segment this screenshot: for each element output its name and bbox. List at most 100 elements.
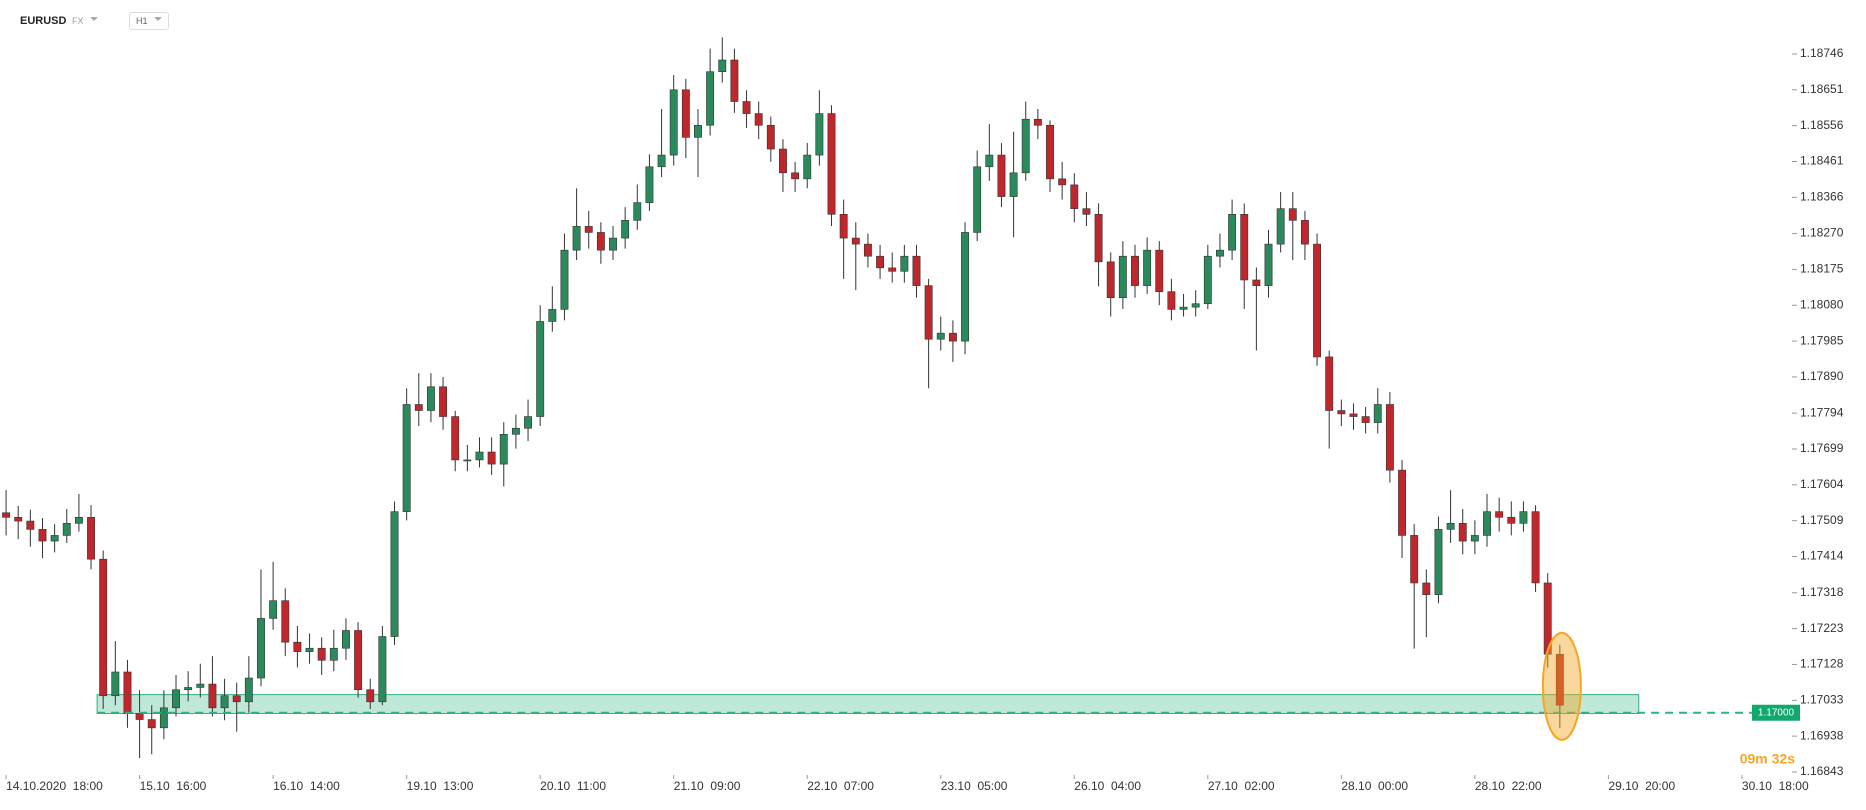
candle-body xyxy=(208,683,217,709)
interval-dropdown[interactable]: H1 xyxy=(129,12,169,30)
candle-body xyxy=(1410,535,1419,584)
candle-body xyxy=(451,416,460,461)
candle-body xyxy=(681,89,690,138)
y-tick-label: 1.18746 xyxy=(1800,46,1844,60)
candle-body xyxy=(439,386,448,417)
candle-body xyxy=(839,214,848,239)
x-tick-label: 30.10 18:00 xyxy=(1742,779,1809,793)
candle-body xyxy=(281,600,290,643)
candle-body xyxy=(1470,535,1479,542)
candle-body xyxy=(232,695,241,703)
candle-body xyxy=(609,237,617,251)
candle-body xyxy=(111,671,120,697)
candle-body xyxy=(596,232,605,251)
candle-body xyxy=(694,124,702,138)
candle-body xyxy=(621,220,630,239)
candle-body xyxy=(1555,653,1564,706)
candle-body xyxy=(1118,255,1127,298)
candle-body xyxy=(851,237,860,245)
candle-body xyxy=(26,520,35,530)
candle-body xyxy=(536,321,545,417)
candle-body xyxy=(1300,220,1309,245)
y-tick-label: 1.17604 xyxy=(1800,477,1844,491)
candle-body xyxy=(257,618,265,679)
candle-body xyxy=(645,166,654,203)
candle-body xyxy=(900,255,909,272)
candle-body xyxy=(766,124,775,150)
y-tick-label: 1.16938 xyxy=(1800,728,1844,742)
candle-body xyxy=(1082,208,1091,215)
candle-body xyxy=(1191,303,1200,308)
x-tick-label: 20.10 11:00 xyxy=(540,779,606,793)
candle-body xyxy=(366,689,375,703)
price-level-label: 1.17000 xyxy=(1758,707,1795,718)
candle-body xyxy=(305,647,314,652)
candle-body xyxy=(1349,413,1358,417)
candle-body xyxy=(730,59,739,102)
countdown: 09m 32s xyxy=(1740,751,1795,767)
candle-body xyxy=(1058,178,1067,186)
candle-body xyxy=(1021,118,1030,174)
candle-body xyxy=(1070,184,1079,209)
candle-body xyxy=(1422,582,1431,595)
candle-body xyxy=(524,416,532,429)
candle-body xyxy=(487,451,496,465)
candle-body xyxy=(1167,291,1176,310)
candle-body xyxy=(1458,523,1467,542)
candle-body xyxy=(1009,172,1018,197)
candle-body xyxy=(38,529,47,542)
candle-body xyxy=(1264,243,1273,286)
candle-body xyxy=(1228,214,1237,251)
candle-body xyxy=(14,516,23,522)
candle-body xyxy=(402,404,411,512)
y-tick-label: 1.17985 xyxy=(1800,333,1844,347)
candle-body xyxy=(973,166,982,233)
candle-body xyxy=(99,558,108,697)
candle-body xyxy=(1216,249,1224,257)
candle-body xyxy=(1543,582,1552,655)
candle-body xyxy=(1131,255,1139,286)
candle-body xyxy=(1373,404,1382,423)
y-tick-label: 1.17223 xyxy=(1800,621,1844,635)
candle-body xyxy=(62,523,71,536)
candle-body xyxy=(184,687,193,691)
candle-body xyxy=(936,332,945,340)
candle-body xyxy=(2,512,11,518)
candle-body xyxy=(475,451,484,461)
candle-body xyxy=(159,707,168,729)
candle-body xyxy=(220,695,229,709)
y-tick-label: 1.18556 xyxy=(1800,118,1844,132)
candle-body xyxy=(548,309,557,322)
candle-body xyxy=(74,516,83,524)
y-tick-label: 1.17794 xyxy=(1800,405,1844,419)
candle-body xyxy=(888,267,897,272)
candle-body xyxy=(1446,523,1455,530)
x-tick-label: 26.10 04:00 xyxy=(1074,779,1141,793)
price-level-box xyxy=(1752,704,1800,721)
candle-body xyxy=(511,427,520,435)
candle-body xyxy=(1361,416,1370,423)
candle-body xyxy=(147,719,156,729)
candle-body xyxy=(426,386,435,411)
symbol[interactable]: EURUSD xyxy=(20,15,67,27)
candle-body xyxy=(329,647,338,661)
candle-body xyxy=(791,172,800,180)
candle-body xyxy=(1033,118,1042,126)
y-tick-label: 1.17414 xyxy=(1800,549,1844,563)
candle-body xyxy=(985,154,994,168)
candle-body xyxy=(1106,261,1115,298)
candle-body xyxy=(1507,516,1516,524)
x-tick-label: 15.10 16:00 xyxy=(140,779,207,793)
x-tick-label: 16.10 14:00 xyxy=(273,779,340,793)
candle-body xyxy=(669,89,678,156)
x-tick-label: 22.10 07:00 xyxy=(807,779,874,793)
x-tick-label: 28.10 00:00 xyxy=(1341,779,1408,793)
candle-body xyxy=(560,249,569,310)
candle-body xyxy=(293,641,302,652)
candle-body xyxy=(1046,124,1054,180)
candle-body xyxy=(463,459,472,462)
candle-body xyxy=(1531,511,1540,584)
y-tick-label: 1.17033 xyxy=(1800,692,1844,706)
market-dropdown[interactable]: FX xyxy=(72,16,98,26)
